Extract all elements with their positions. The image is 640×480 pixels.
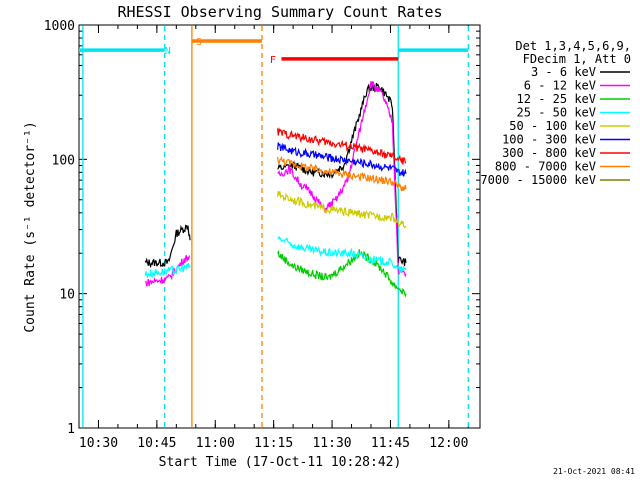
- legend-header: FDecim 1, Att 0: [523, 52, 631, 66]
- y-tick-label: 10: [59, 288, 75, 303]
- series-line: [277, 249, 407, 298]
- series-line: [144, 262, 191, 279]
- legend-entry-label: 25 - 50 keV: [517, 106, 596, 120]
- chart-title: RHESSI Observing Summary Count Rates: [117, 3, 442, 21]
- mode-bar-label: S: [196, 37, 202, 48]
- y-axis-label: Count Rate (s⁻¹ detector⁻¹): [23, 121, 38, 332]
- legend-entry-label: 12 - 25 keV: [517, 92, 596, 106]
- series-line: [277, 126, 407, 165]
- plot-frame: [78, 24, 481, 429]
- x-tick-label: 11:30: [312, 436, 351, 451]
- series-line: [277, 82, 407, 267]
- series-line: [144, 224, 191, 269]
- series-line: [277, 191, 407, 229]
- legend-entry-label: 800 - 7000 keV: [495, 160, 596, 174]
- mode-bar-label: N: [165, 46, 171, 57]
- series-line: [277, 235, 407, 274]
- legend-entry-label: 50 - 100 keV: [509, 119, 596, 133]
- footer-timestamp: 21-Oct-2021 08:41: [553, 467, 635, 476]
- x-axis-label: Start Time (17-Oct-11 10:28:42): [159, 455, 402, 470]
- y-tick-label: 1: [67, 422, 75, 437]
- x-tick-label: 11:45: [371, 436, 410, 451]
- y-tick-label: 1000: [44, 19, 75, 34]
- x-tick-label: 11:15: [254, 436, 293, 451]
- x-tick-label: 11:00: [196, 436, 235, 451]
- legend-entry-label: 3 - 6 keV: [531, 65, 596, 79]
- series-line: [277, 142, 407, 177]
- series-line: [277, 81, 407, 278]
- legend-entry-label: 6 - 12 keV: [524, 79, 596, 93]
- legend-entry-label: 100 - 300 keV: [502, 133, 596, 147]
- series-line: [277, 155, 407, 192]
- mode-bar-label: F: [270, 55, 276, 66]
- x-tick-label: 10:45: [137, 436, 176, 451]
- x-tick-label: 12:00: [429, 436, 468, 451]
- x-tick-label: 10:30: [79, 436, 118, 451]
- y-tick-label: 100: [52, 153, 75, 168]
- legend-entry-label: 300 - 800 keV: [502, 146, 596, 160]
- legend-entry-label: 7000 - 15000 keV: [480, 173, 596, 187]
- legend-header: Det 1,3,4,5,6,9,: [515, 39, 631, 53]
